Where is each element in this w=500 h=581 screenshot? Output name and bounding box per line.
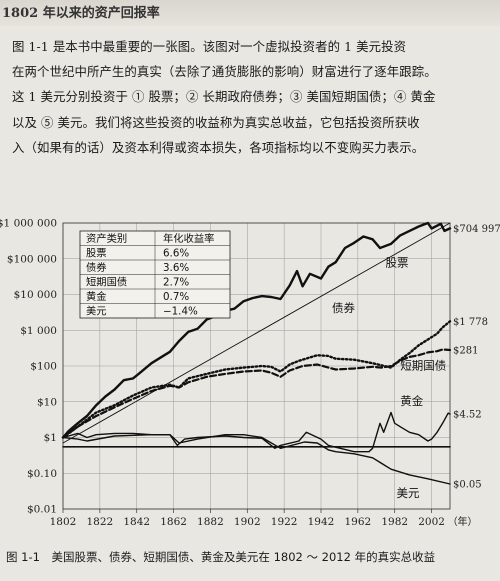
figure-caption: 图 1-1 美国股票、债券、短期国债、黄金及美元在 1802 ～ 2012 年的… [6, 550, 436, 564]
y-tick-label: $10 [37, 396, 57, 408]
table-cell: 2.7% [163, 276, 189, 288]
y-tick-label: $1 000 000 [0, 218, 57, 230]
series-line [62, 222, 451, 444]
x-tick-label: 1862 [160, 516, 187, 528]
series-name-label: 短期国债 [400, 358, 446, 372]
x-tick-label: 1882 [197, 516, 224, 528]
intro-paragraph: 图 1-1 是本书中最重要的一张图。该图对一个虚拟投资者的 1 美元投资 在两个… [12, 34, 494, 160]
table-cell: 股票 [86, 247, 107, 259]
series-lines [61, 221, 452, 485]
table-cell: 6.6% [163, 247, 189, 259]
x-tick-label: 1942 [308, 516, 335, 528]
intro-line: 这 1 美元分别投资于 ① 股票；② 长期政府债券；③ 美国短期国债；④ 黄金 [12, 89, 436, 105]
y-tick-label: $0.01 [27, 504, 57, 516]
x-tick-label: 1962 [344, 516, 371, 528]
x-axis-labels: 1802 1822 1842 1862 1882 1902 1922 1942 1962 1982… [50, 515, 478, 528]
section-heading: 1802 年以来的资产回报率 [2, 6, 160, 21]
series-name-label: 黄金 [400, 394, 423, 408]
x-tick-label: 1842 [123, 516, 150, 528]
x-unit-label: （年） [448, 515, 478, 528]
table-cell: 债券 [86, 261, 107, 274]
series-end-labels: $704 997 $1 778 $281 $4.52 $0.05 [453, 224, 500, 491]
intro-line: 入（如果有的话）及资本利得或资本损失，各项指标均以不变购买力表示。 [12, 139, 425, 155]
y-tick-label: $100 [30, 361, 57, 373]
table-header-cell: 资产类别 [86, 232, 127, 245]
series-name-label: 股票 [386, 256, 409, 270]
x-tick-label: 2002 [418, 516, 445, 528]
series-line [61, 320, 452, 439]
series-name-label: 债券 [332, 301, 355, 315]
table-cell: 美元 [86, 304, 107, 317]
x-tick-label: 1902 [234, 516, 261, 528]
table-cell: 0.7% [163, 291, 189, 303]
series-end-label: $4.52 [453, 410, 482, 421]
series-end-label: $704 997 [453, 224, 500, 235]
series-end-label: $1 778 [453, 317, 488, 328]
series-line [61, 348, 452, 439]
series-line [62, 434, 451, 485]
table-cell: 黄金 [86, 290, 107, 303]
intro-line: 以及 ⑤ 美元。我们将这些投资的收益称为真实总收益，它包括投资所获收 [12, 114, 420, 130]
y-tick-label: $100 000 [7, 253, 57, 265]
plot-frame [62, 222, 451, 510]
table-cell: 3.6% [163, 262, 189, 274]
table-header-cell: 年化收益率 [163, 232, 214, 245]
x-tick-label: 1922 [271, 516, 298, 528]
x-tick-label: 1802 [50, 516, 77, 528]
y-tick-label: $1 [44, 432, 57, 444]
intro-line: 在两个世纪中所产生的真实（去除了通货膨胀的影响）财富进行了逐年跟踪。 [12, 64, 437, 80]
y-tick-label: $0.10 [27, 468, 57, 480]
x-tick-label: 1982 [381, 516, 408, 528]
series-name-label: 美元 [397, 486, 420, 500]
intro-line: 图 1-1 是本书中最重要的一张图。该图对一个虚拟投资者的 1 美元投资 [12, 39, 407, 54]
series-line [61, 221, 452, 439]
header-strip: 1802 年以来的资产回报率 [0, 0, 500, 26]
returns-chart: $1 000 000 $100 000 $10 000 $1 000 $100 $10 $1… [0, 205, 500, 545]
y-tick-label: $1 000 [20, 325, 57, 337]
table-cell: −1.4% [163, 305, 198, 317]
table-cell: 短期国债 [86, 275, 127, 288]
series-end-label: $0.05 [453, 480, 482, 491]
y-tick-label: $10 000 [14, 289, 57, 301]
y-axis-labels: $1 000 000 $100 000 $10 000 $1 000 $100 $10 $1… [0, 218, 57, 516]
series-end-label: $281 [453, 345, 478, 356]
x-tick-label: 1822 [86, 516, 113, 528]
